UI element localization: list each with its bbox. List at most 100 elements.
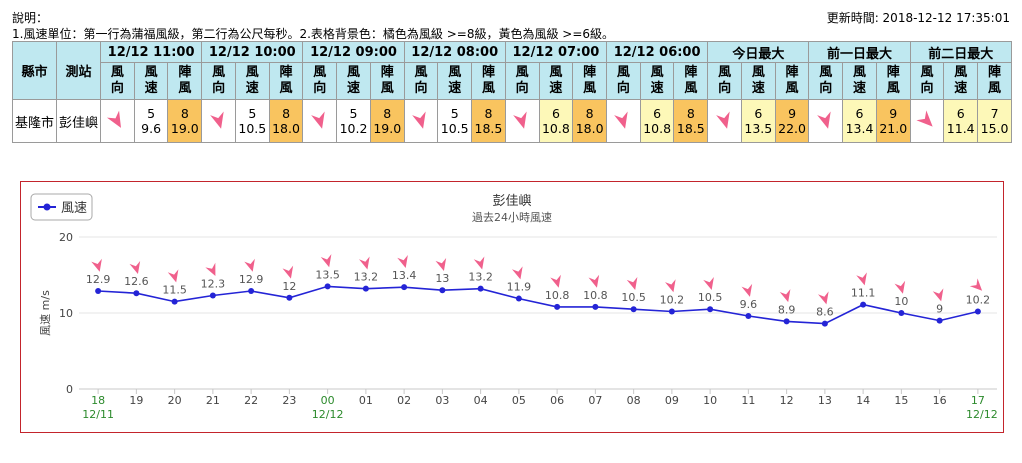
data-point[interactable] bbox=[477, 285, 484, 292]
sub-header-gust: 陣風 bbox=[572, 62, 608, 100]
legend[interactable]: 風速 bbox=[30, 193, 93, 221]
gust-level: 8 bbox=[686, 106, 695, 121]
wind-ms: 13.5 bbox=[744, 121, 773, 136]
wind-direction-cell bbox=[201, 99, 236, 143]
update-time: 更新時間: 2018-12-12 17:35:01 bbox=[826, 11, 1010, 25]
wind-ms: 11.4 bbox=[946, 121, 975, 136]
arrow-shape bbox=[894, 280, 906, 294]
y-tick-label: 10 bbox=[59, 307, 73, 320]
data-label: 9 bbox=[936, 303, 943, 316]
gust-cell: 8 18.5 bbox=[673, 99, 709, 143]
gust-cell: 7 15.0 bbox=[977, 99, 1012, 143]
x-tick-label: 13 bbox=[818, 394, 832, 407]
sub-header-speed: 風速 bbox=[740, 62, 776, 100]
wind-direction-arrow-icon bbox=[779, 289, 791, 303]
arrow-shape bbox=[550, 274, 561, 288]
wind-direction-cell bbox=[606, 99, 641, 143]
sub-header-speed: 風速 bbox=[538, 62, 574, 100]
data-point[interactable] bbox=[286, 294, 293, 301]
data-point[interactable] bbox=[783, 318, 790, 325]
sub-header-dir: 風向 bbox=[302, 62, 338, 100]
sub-header-gust: 陣風 bbox=[471, 62, 506, 100]
data-point[interactable] bbox=[821, 320, 828, 327]
data-point[interactable] bbox=[668, 308, 675, 315]
x-tick-label: 01 bbox=[359, 394, 373, 407]
arrow-shape bbox=[779, 289, 791, 303]
gust-level: 7 bbox=[990, 106, 999, 121]
wind-direction-arrow-icon bbox=[412, 111, 426, 129]
column-header-2: 12/12 09:00 bbox=[302, 41, 405, 63]
data-point[interactable] bbox=[745, 313, 752, 320]
arrow-shape bbox=[818, 291, 829, 305]
data-point[interactable] bbox=[707, 306, 714, 313]
arrow-shape bbox=[588, 274, 600, 288]
y-tick-label: 0 bbox=[66, 383, 73, 396]
x-date-label: 12/11 bbox=[82, 408, 114, 421]
x-tick-label: 07 bbox=[588, 394, 602, 407]
gust-level: 9 bbox=[788, 106, 797, 121]
county-header: 縣市 bbox=[12, 41, 57, 100]
data-point[interactable] bbox=[362, 285, 369, 292]
note-label: 說明： bbox=[12, 11, 49, 25]
data-point[interactable] bbox=[974, 308, 981, 315]
data-point[interactable] bbox=[630, 306, 637, 313]
data-label: 13.2 bbox=[468, 271, 493, 284]
wind-level: 5 bbox=[349, 106, 358, 121]
x-tick-label: 06 bbox=[550, 394, 564, 407]
wind-direction-arrow-icon bbox=[244, 258, 255, 272]
wind-direction-arrow-icon bbox=[91, 258, 102, 272]
wind-direction-cell bbox=[909, 99, 945, 143]
arrow-shape bbox=[626, 276, 638, 290]
sub-header-dir: 風向 bbox=[606, 62, 641, 100]
arrow-shape bbox=[512, 266, 523, 280]
data-point[interactable] bbox=[209, 292, 216, 299]
data-point[interactable] bbox=[95, 287, 102, 294]
column-header-5: 12/12 06:00 bbox=[606, 41, 709, 63]
sub-header-dir: 風向 bbox=[100, 62, 135, 100]
wind-level: 6 bbox=[855, 106, 864, 121]
x-tick-label: 05 bbox=[512, 394, 526, 407]
wind-direction-arrow-icon bbox=[818, 291, 829, 305]
data-point[interactable] bbox=[171, 298, 178, 305]
wind-level: 5 bbox=[450, 106, 459, 121]
data-point[interactable] bbox=[898, 310, 905, 316]
data-point[interactable] bbox=[554, 303, 561, 310]
x-date-label: 12/12 bbox=[966, 408, 998, 421]
wind-table: 縣市 測站 12/12 11:00 12/12 10:00 12/12 09:00 1… bbox=[12, 41, 1013, 143]
gust-ms: 18.5 bbox=[676, 121, 705, 136]
arrow-shape bbox=[856, 272, 867, 286]
gust-cell: 8 18.0 bbox=[268, 99, 304, 143]
x-tick-label: 09 bbox=[665, 394, 679, 407]
legend-marker bbox=[43, 203, 51, 211]
wind-direction-arrow-icon bbox=[209, 111, 224, 129]
data-point[interactable] bbox=[401, 284, 408, 291]
sub-header-speed: 風速 bbox=[639, 62, 675, 100]
data-point[interactable] bbox=[592, 303, 599, 310]
data-label: 8.6 bbox=[816, 306, 834, 319]
wind-direction-arrow-icon bbox=[397, 254, 408, 268]
data-label: 11.9 bbox=[507, 281, 532, 294]
data-label: 12.9 bbox=[86, 273, 111, 286]
data-point[interactable] bbox=[936, 317, 943, 324]
arrow-shape bbox=[435, 257, 447, 271]
x-tick-label: 16 bbox=[933, 394, 947, 407]
series-line bbox=[98, 285, 979, 325]
data-point[interactable] bbox=[133, 290, 140, 297]
arrow-shape bbox=[359, 256, 370, 270]
data-point[interactable] bbox=[515, 295, 522, 302]
gust-level: 8 bbox=[383, 106, 392, 121]
data-label: 10.8 bbox=[545, 289, 570, 302]
sub-header-gust: 陣風 bbox=[268, 62, 304, 100]
data-point[interactable] bbox=[324, 283, 331, 290]
data-point[interactable] bbox=[248, 287, 255, 294]
wind-direction-arrow-icon bbox=[512, 266, 523, 280]
wind-ms: 10.5 bbox=[440, 121, 469, 136]
sub-header-gust: 陣風 bbox=[774, 62, 810, 100]
wind-direction-arrow-icon bbox=[916, 110, 933, 127]
data-label: 9.6 bbox=[740, 298, 758, 311]
data-point[interactable] bbox=[860, 301, 867, 308]
column-header-0: 12/12 11:00 bbox=[99, 41, 203, 63]
x-tick-label: 10 bbox=[703, 394, 717, 407]
arrow-shape bbox=[167, 269, 179, 283]
data-point[interactable] bbox=[439, 287, 446, 294]
